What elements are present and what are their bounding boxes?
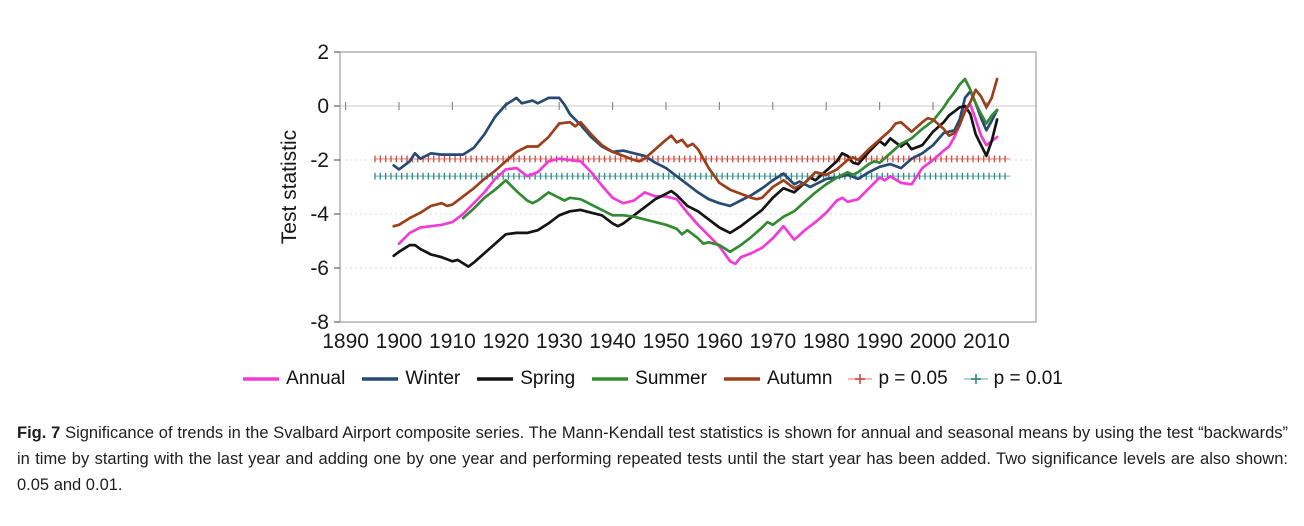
legend-label: Autumn [766,368,833,389]
legend-item-summer: Summer [590,368,707,390]
legend-label: Annual [286,368,346,389]
series-winter [392,89,999,208]
legend-plus-swatch [963,374,988,384]
y-tick-label: 2 [317,41,329,64]
x-tick-label: 1890 [322,330,369,353]
legend-item-winter: Winter [360,368,460,390]
legend-item-spring: Spring [475,368,575,390]
legend-line-swatch [723,377,760,381]
x-tick-label: 1940 [589,330,636,353]
series-autumn [392,77,999,228]
y-tick-label: 0 [317,95,329,118]
y-tick-label: -6 [310,257,329,280]
x-tick-label: 1910 [429,330,476,353]
x-tick-label: 1920 [482,330,529,353]
legend-item-annual: Annual [241,368,345,390]
x-tick-label: 2010 [963,330,1010,353]
chart-legend: Annual Winter Spring Summer Autumn p = 0.05 p … [0,362,1304,396]
x-tick-label: 1950 [643,330,690,353]
x-tick-label: 1960 [696,330,743,353]
legend-line-swatch [477,377,514,381]
x-tick-label: 1990 [856,330,903,353]
legend-label: Winter [405,368,461,389]
series-annual [397,103,999,266]
x-tick-label: 2000 [910,330,957,353]
plot-border [339,51,1037,323]
x-tick-label: 1970 [749,330,796,353]
legend-label: p = 0.05 [878,368,948,389]
x-tick-label: 1980 [803,330,850,353]
y-tick-label: -4 [310,203,329,226]
legend-line-swatch [362,377,399,381]
legend-label: Spring [520,368,576,389]
legend-plus-swatch [848,374,873,384]
figure-caption-label: Fig. 7 [17,424,61,442]
series-summer [461,77,999,254]
legend-label: p = 0.01 [993,368,1063,389]
figure-caption: Fig. 7 Significance of trends in the Sva… [17,420,1288,498]
x-tick-label: 1930 [536,330,583,353]
y-axis-title: Test statistic [278,130,301,244]
x-tick-label: 1900 [376,330,423,353]
figure-caption-text: Significance of trends in the Svalbard A… [17,424,1289,495]
legend-label: Summer [635,368,707,389]
legend-item-p-0-05: p = 0.05 [847,368,948,390]
legend-item-p-0-01: p = 0.01 [963,368,1063,390]
series-spring [392,104,999,268]
y-tick-label: -2 [310,149,329,172]
legend-item-autumn: Autumn [722,368,832,390]
y-tick-label: -8 [310,311,329,334]
legend-line-swatch [592,377,629,381]
legend-line-swatch [243,377,280,381]
